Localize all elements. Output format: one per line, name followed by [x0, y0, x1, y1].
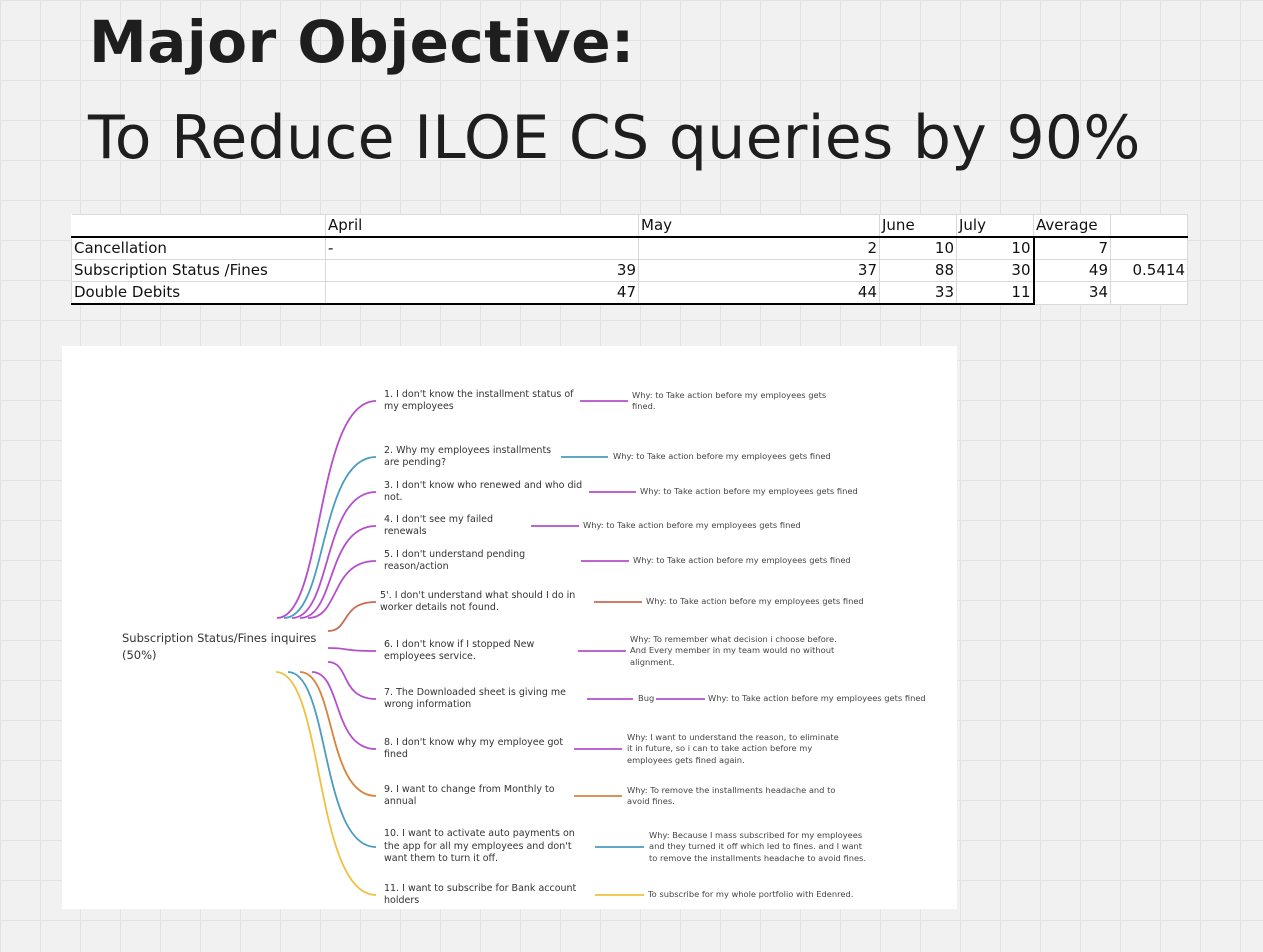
header-cell	[71, 214, 326, 238]
header-cell-june: June	[879, 214, 957, 238]
cell-june: 10	[879, 236, 957, 260]
row-label: Double Debits	[71, 281, 326, 305]
cell-april: -	[325, 236, 639, 260]
branch-connector	[327, 601, 377, 632]
cell-extra: 0.5414	[1110, 259, 1188, 282]
branch-connector	[327, 661, 377, 700]
cell-june: 33	[879, 281, 957, 305]
cell-may: 44	[638, 281, 880, 305]
branch-reason: Why: to Take action before my employees …	[632, 389, 827, 412]
branch-connector	[307, 560, 377, 619]
cell-average: 49	[1033, 259, 1111, 282]
table-row: Double Debits 47 44 33 11 34	[71, 281, 1188, 305]
cell-extra	[1110, 281, 1188, 305]
header-cell	[1110, 214, 1188, 238]
mind-map: Subscription Status/Fines inquires (50%)…	[62, 346, 957, 909]
branch-reason: To subscribe for my whole portfolio with…	[648, 889, 854, 900]
branch-label: 9. I want to change from Monthly to annu…	[384, 783, 555, 808]
header-cell-average: Average	[1033, 214, 1111, 238]
branch-reason: Why: to Take action before my employees …	[633, 555, 851, 566]
branch-reason: Why: to Take action before my employees …	[613, 451, 831, 462]
cell-may: 2	[638, 236, 880, 260]
branch-label: 5. I don't understand pending reason/act…	[384, 548, 526, 573]
branch-connector	[299, 671, 377, 797]
header-cell-may: May	[638, 214, 880, 238]
branch-reason: Why: Because I mass subscribed for my em…	[649, 829, 867, 863]
branch-connector	[276, 400, 377, 619]
branch-connector	[275, 671, 377, 896]
branch-reason: Why: To remember what decision i choose …	[630, 633, 837, 667]
cell-average: 34	[1033, 281, 1111, 305]
objective-heading: Major Objective:	[89, 8, 635, 76]
branch-reason: Bug	[638, 693, 655, 704]
header-cell-july: July	[956, 214, 1034, 238]
branch-label: 4. I don't see my failed renewals	[384, 513, 493, 538]
branch-reason: Why: to Take action before my employees …	[583, 520, 801, 531]
cell-july: 11	[956, 281, 1035, 305]
objective-subheading: To Reduce ILOE CS queries by 90%	[88, 103, 1141, 173]
mind-map-connectors	[275, 400, 705, 896]
table-row: Cancellation - 2 10 10 7	[71, 236, 1188, 260]
row-label: Cancellation	[71, 236, 326, 260]
branch-label: 2. Why my employees installments are pen…	[384, 444, 552, 469]
table-row: Subscription Status /Fines 39 37 88 30 4…	[71, 259, 1188, 282]
cell-average: 7	[1033, 236, 1111, 260]
branch-label: 3. I don't know who renewed and who did …	[384, 479, 583, 504]
branch-reason: Why: To remove the installments headache…	[627, 784, 836, 807]
branch-reason: Why: I want to understand the reason, to…	[627, 731, 839, 765]
branch-label: 8. I don't know why my employee got fine…	[384, 736, 564, 761]
branch-connector	[311, 671, 377, 750]
cell-april: 39	[325, 259, 639, 282]
branch-label: 7. The Downloaded sheet is giving me wro…	[384, 686, 567, 711]
branch-label: 1. I don't know the installment status o…	[384, 388, 574, 413]
mind-map-root: Subscription Status/Fines inquires (50%)	[122, 631, 317, 662]
branch-reason: Why: to Take action before my employees …	[708, 693, 926, 704]
table-header-row: April May June July Average	[71, 214, 1188, 238]
branch-connector	[327, 647, 377, 652]
branch-connector	[291, 491, 377, 619]
header-cell-april: April	[325, 214, 639, 238]
branch-reason: Why: to Take action before my employees …	[640, 486, 858, 497]
cell-june: 88	[879, 259, 957, 282]
branch-reason: Why: to Take action before my employees …	[646, 596, 864, 607]
row-label: Subscription Status /Fines	[71, 259, 326, 282]
cell-july: 30	[956, 259, 1035, 282]
branch-connector	[299, 525, 377, 619]
cell-may: 37	[638, 259, 880, 282]
query-table: April May June July Average Cancellation…	[71, 214, 1188, 305]
branch-label: 6. I don't know if I stopped New employe…	[384, 638, 535, 663]
cell-extra	[1110, 236, 1188, 260]
branch-label: 11. I want to subscribe for Bank account…	[384, 882, 577, 907]
cell-april: 47	[325, 281, 639, 305]
cell-july: 10	[956, 236, 1035, 260]
branch-connector	[287, 671, 377, 848]
branch-label: 5'. I don't understand what should I do …	[380, 589, 576, 614]
branch-connector	[283, 456, 377, 619]
branch-label: 10. I want to activate auto payments on …	[384, 828, 575, 865]
